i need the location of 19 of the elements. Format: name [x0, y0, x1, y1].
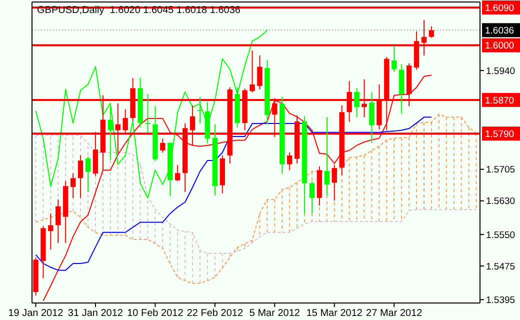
ref-line-label: 1.5790	[485, 128, 514, 140]
ref-line-label: 1.6036	[485, 25, 514, 36]
x-tick-label: 15 Mar 2012	[306, 308, 363, 319]
y-tick-label: 1.5550	[486, 230, 516, 241]
ref-line-label: 1.5870	[485, 95, 514, 106]
ref-line-label: 1.6000	[485, 40, 514, 52]
y-tick-label: 1.5475	[486, 261, 516, 272]
y-tick-label: 1.5630	[486, 196, 516, 208]
ref-line-label: 1.6090	[485, 2, 514, 14]
chart-title: GBPUSD,Daily 1.6020 1.6045 1.6018 1.6036	[37, 5, 241, 16]
x-tick-label: 27 Mar 2012	[366, 308, 423, 319]
x-tick-label: 22 Feb 2012	[186, 308, 244, 319]
y-tick-label: 1.5705	[486, 164, 516, 176]
y-tick-label: 1.5395	[486, 294, 516, 306]
y-tick-label: 1.5940	[486, 66, 516, 77]
x-tick-label: 10 Feb 2012	[127, 308, 184, 319]
x-tick-label: 31 Jan 2012	[68, 308, 124, 319]
x-tick-label: 19 Jan 2012	[8, 308, 64, 319]
x-tick-label: 5 Mar 2012	[249, 308, 300, 319]
